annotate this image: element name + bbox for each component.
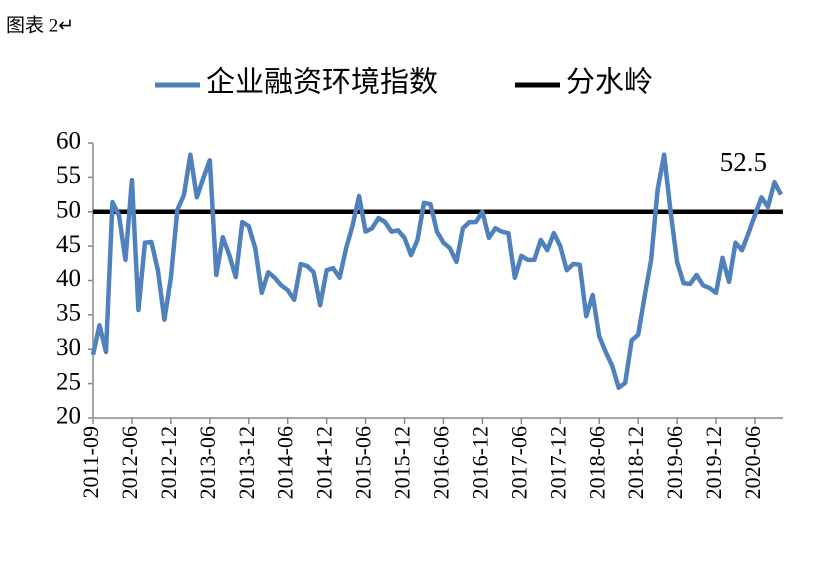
y-tick-label: 50 xyxy=(56,196,81,223)
x-tick-label: 2014-12 xyxy=(312,426,337,499)
x-tick-label: 2019-12 xyxy=(701,426,726,499)
data-label: 52.5 xyxy=(720,147,767,177)
y-tick-label: 60 xyxy=(56,128,81,155)
x-tick-label: 2013-06 xyxy=(195,426,220,499)
legend-label: 分水岭 xyxy=(566,66,653,99)
x-tick-label: 2012-12 xyxy=(156,426,181,499)
caption: 图表 2↵ xyxy=(6,14,74,36)
x-tick-label: 2016-12 xyxy=(467,426,492,499)
y-tick-label: 30 xyxy=(56,334,81,361)
legend-label: 企业融资环境指数 xyxy=(206,66,438,99)
y-tick-label: 55 xyxy=(56,162,81,189)
x-tick-label: 2011-09 xyxy=(78,426,103,499)
x-tick-label: 2015-06 xyxy=(351,426,376,499)
x-tick-label: 2018-06 xyxy=(584,426,609,499)
x-tick-label: 2019-06 xyxy=(662,426,687,499)
y-tick-label: 25 xyxy=(56,368,81,395)
y-tick-label: 40 xyxy=(56,265,81,292)
series-line xyxy=(90,152,783,390)
x-tick-label: 2012-06 xyxy=(117,426,142,499)
x-tick-label: 2015-12 xyxy=(390,426,415,499)
x-tick-label: 2020-06 xyxy=(740,426,765,499)
x-tick-label: 2018-12 xyxy=(623,426,648,499)
x-tick-label: 2014-06 xyxy=(273,426,298,499)
x-tick-label: 2016-06 xyxy=(429,426,454,499)
y-tick-label: 35 xyxy=(56,300,81,327)
x-tick-label: 2013-12 xyxy=(234,426,259,499)
y-tick-label: 45 xyxy=(56,231,81,258)
x-tick-label: 2017-12 xyxy=(545,426,570,499)
y-tick-label: 20 xyxy=(56,403,81,430)
x-tick-label: 2017-06 xyxy=(506,426,531,499)
